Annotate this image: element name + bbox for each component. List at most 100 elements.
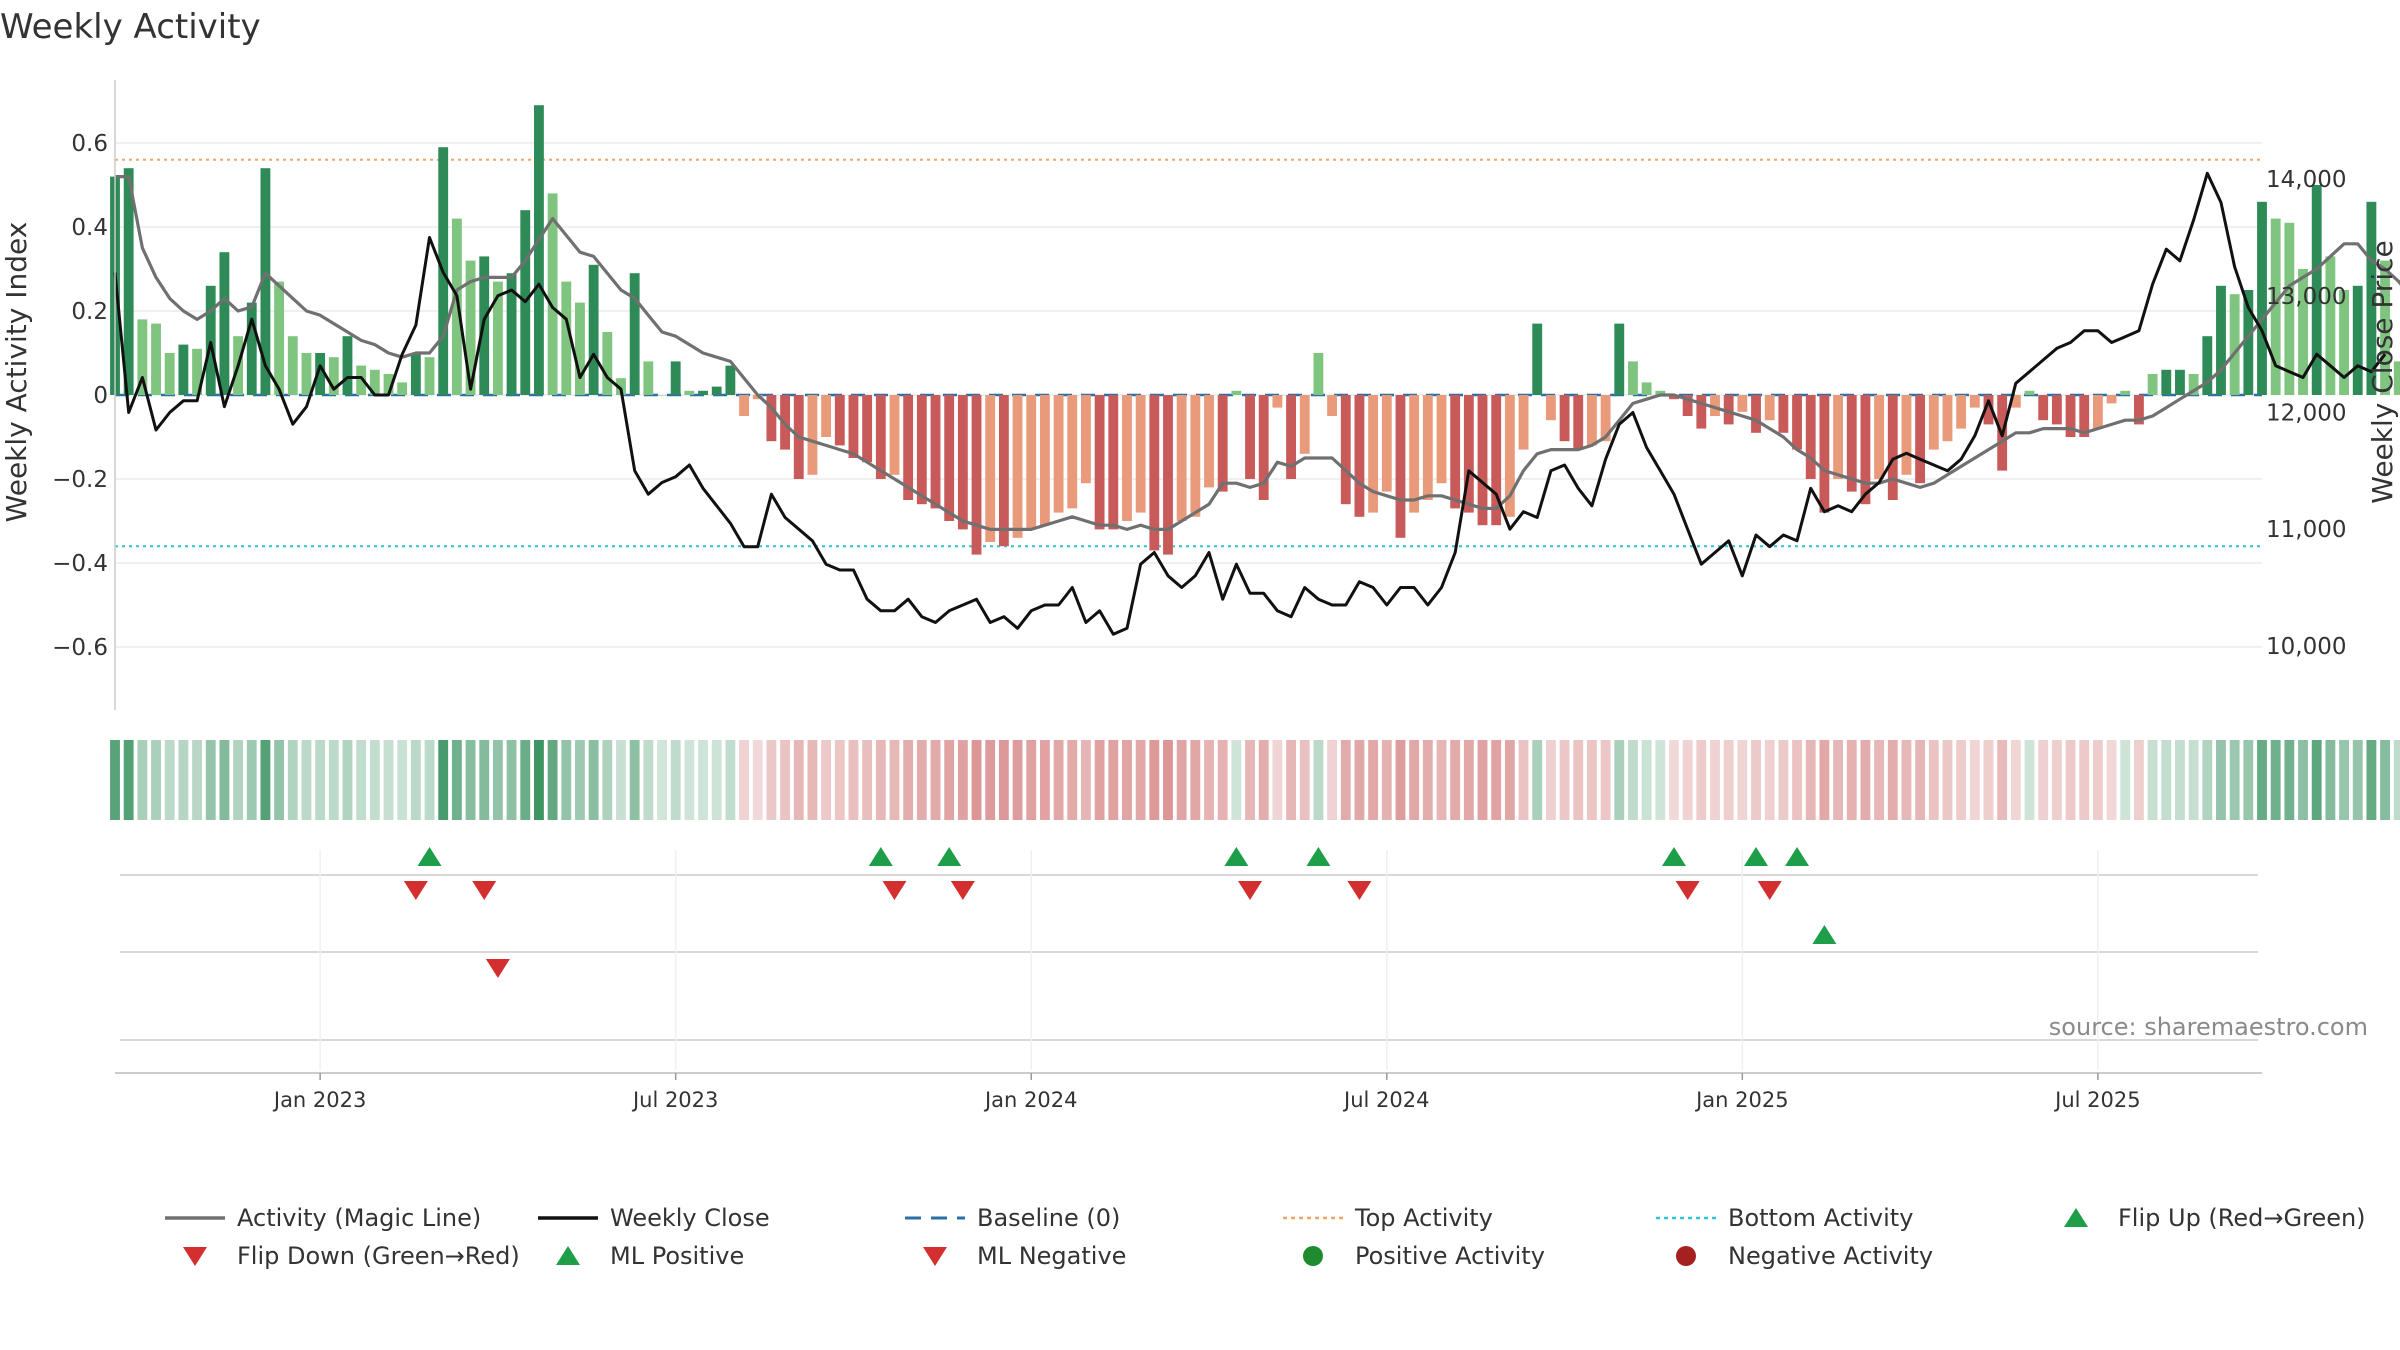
series-lines [113, 171, 2400, 636]
activity-bar [1477, 395, 1488, 526]
flip-up-marker [937, 847, 962, 866]
heat-cell [2366, 740, 2377, 820]
activity-bar [2175, 369, 2185, 395]
activity-bar [848, 395, 859, 458]
activity-bar [1504, 395, 1515, 517]
activity-bar [1833, 395, 1843, 479]
activity-bar [151, 323, 161, 395]
heat-cell [561, 740, 572, 820]
heat-cell [397, 740, 408, 820]
activity-bar [1928, 395, 1939, 450]
ml-negative-marker [485, 959, 510, 978]
heat-cell [1764, 740, 1775, 820]
y-tick-label: 0 [93, 383, 108, 409]
heat-cell [1504, 740, 1515, 820]
legend-label: Positive Activity [1355, 1242, 1545, 1270]
activity-bar [1108, 395, 1119, 530]
activity-bar [1696, 395, 1707, 429]
activity-bar [1655, 390, 1666, 395]
heat-cell [246, 740, 257, 820]
flip-up-marker [1306, 847, 1331, 866]
activity-bar [2229, 294, 2240, 395]
y2-axis-label: Weekly Close Price [2366, 240, 2399, 503]
heat-cell [766, 740, 777, 820]
heat-cell [1833, 740, 1843, 820]
activity-bar [164, 353, 175, 395]
heat-cell [1135, 740, 1146, 820]
heat-cell [2079, 740, 2090, 820]
flip-down-marker [1675, 881, 1700, 900]
heat-cell [1928, 740, 1939, 820]
activity-bar [1217, 395, 1228, 492]
flip-up-marker [1224, 847, 1249, 866]
heat-cell [698, 740, 708, 820]
activity-bar [1204, 395, 1214, 488]
activity-bar [492, 281, 503, 395]
legend-label: Top Activity [1354, 1204, 1493, 1232]
activity-bar [1272, 395, 1283, 408]
activity-bar [1969, 395, 1980, 408]
ml-positive-marker [1812, 925, 1837, 944]
heat-cell [2216, 740, 2226, 820]
heat-cell [1217, 740, 1228, 820]
activity-bar [205, 285, 216, 395]
heat-cell [1012, 740, 1023, 820]
activity-bar [1559, 395, 1570, 442]
activity-bar [1094, 395, 1105, 530]
heat-cell [1395, 740, 1406, 820]
heat-cell [1874, 740, 1885, 820]
heat-cell [2325, 740, 2336, 820]
heat-cell [2380, 740, 2390, 820]
heat-cell [1532, 740, 1543, 820]
activity-bar [1956, 395, 1967, 429]
activity-bar [711, 386, 722, 395]
activity-bar [1067, 395, 1078, 509]
flip-down-marker [472, 881, 497, 900]
activity-bar [1354, 395, 1365, 517]
activity-bar [383, 374, 394, 395]
activity-bar [1053, 395, 1064, 513]
activity-bar [889, 395, 900, 475]
activity-bar [2284, 222, 2295, 395]
heat-cell [1559, 740, 1570, 820]
heat-cell [1258, 740, 1269, 820]
heat-cell [1751, 740, 1761, 820]
heat-cell [916, 740, 927, 820]
y2-tick-label: 10,000 [2266, 634, 2346, 660]
heat-cell [342, 740, 353, 820]
heat-cell [903, 740, 914, 820]
heat-cell [1710, 740, 1720, 820]
heat-cell [670, 740, 681, 820]
heat-cell [1600, 740, 1611, 820]
activity-bar [1258, 395, 1269, 500]
legend-swatch [1676, 1246, 1696, 1266]
heat-cell [1586, 740, 1597, 820]
heat-cell [1860, 740, 1871, 820]
heat-cell [998, 740, 1009, 820]
activity-bar [643, 361, 654, 395]
activity-bar [2339, 290, 2349, 395]
activity-bar [1532, 323, 1543, 395]
heat-cell [2120, 740, 2131, 820]
activity-bar [506, 273, 517, 395]
activity-bar [2147, 374, 2158, 395]
activity-bar [1942, 395, 1953, 442]
x-tick-label: Jan 2024 [983, 1088, 1078, 1112]
heat-cell [985, 740, 996, 820]
activity-bar [137, 319, 148, 395]
activity-bar [1176, 395, 1187, 521]
heat-cell [465, 740, 476, 820]
activity-bar [2038, 395, 2049, 421]
heat-cell [1778, 740, 1789, 820]
activity-bar [698, 390, 708, 395]
legend-label: Bottom Activity [1728, 1204, 1913, 1232]
heat-cell [821, 740, 832, 820]
activity-bar [1299, 395, 1310, 454]
heat-cell [192, 740, 202, 820]
heat-cell [1614, 740, 1625, 820]
activity-bar [1081, 395, 1091, 484]
heat-cell [588, 740, 599, 820]
heat-cell [1628, 740, 1638, 820]
activity-bar [561, 281, 572, 395]
